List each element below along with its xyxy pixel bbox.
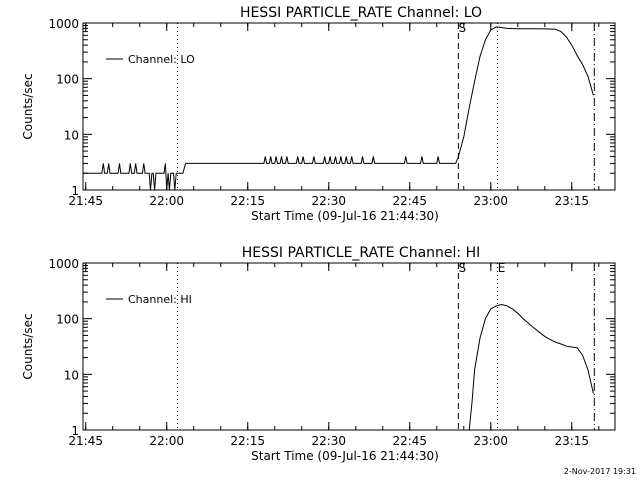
chart-title: HESSI PARTICLE_RATE Channel: LO	[240, 5, 482, 21]
x-tick-label: 22:30	[311, 434, 346, 448]
y-tick-label: 1	[71, 424, 79, 438]
x-tick-label: 22:15	[230, 434, 265, 448]
x-tick-label: 22:00	[149, 434, 184, 448]
x-tick-label: 23:15	[554, 434, 589, 448]
x-axis-label: Start Time (09-Jul-16 21:44:30)	[251, 449, 439, 463]
marker-label: E	[498, 261, 506, 275]
y-axis-label: Counts/sec	[21, 73, 35, 139]
marker-label: S	[459, 261, 467, 275]
x-tick-label: 21:45	[68, 194, 103, 208]
y-tick-label: 1000	[48, 17, 79, 31]
y-tick-label: 1000	[48, 257, 79, 271]
x-tick-label: 23:15	[554, 194, 589, 208]
y-tick-label: 10	[64, 368, 79, 382]
legend-label: Channel: LO	[128, 53, 195, 66]
legend-label: Channel: HI	[128, 293, 192, 306]
y-tick-label: 1	[71, 184, 79, 198]
footer-timestamp: 2-Nov-2017 19:31	[564, 467, 636, 476]
plot-frame	[82, 262, 616, 431]
x-tick-label: 22:45	[392, 194, 427, 208]
y-tick-label: 10	[64, 128, 79, 142]
x-tick-label: 21:45	[68, 434, 103, 448]
y-tick-label: 100	[56, 313, 79, 327]
x-axis-label: Start Time (09-Jul-16 21:44:30)	[251, 209, 439, 223]
y-axis-label: Counts/sec	[21, 313, 35, 379]
panel-lo-channel: HESSI PARTICLE_RATE Channel: LO 21:45 22:0…	[21, 5, 616, 223]
panel-hi-channel: HESSI PARTICLE_RATE Channel: HI 21:45 22:0…	[21, 245, 616, 463]
series-line	[455, 26, 594, 164]
x-tick-label: 22:45	[392, 434, 427, 448]
plot-frame	[82, 22, 616, 191]
series-line	[83, 156, 456, 190]
marker-label: S	[459, 21, 467, 35]
chart-title: HESSI PARTICLE_RATE Channel: HI	[242, 245, 480, 261]
x-tick-label: 23:00	[473, 194, 508, 208]
x-tick-label: 22:00	[149, 194, 184, 208]
x-tick-label: 22:30	[311, 194, 346, 208]
x-tick-label: 23:00	[473, 434, 508, 448]
series-line	[468, 303, 594, 430]
y-tick-label: 100	[56, 73, 79, 87]
x-tick-label: 22:15	[230, 194, 265, 208]
